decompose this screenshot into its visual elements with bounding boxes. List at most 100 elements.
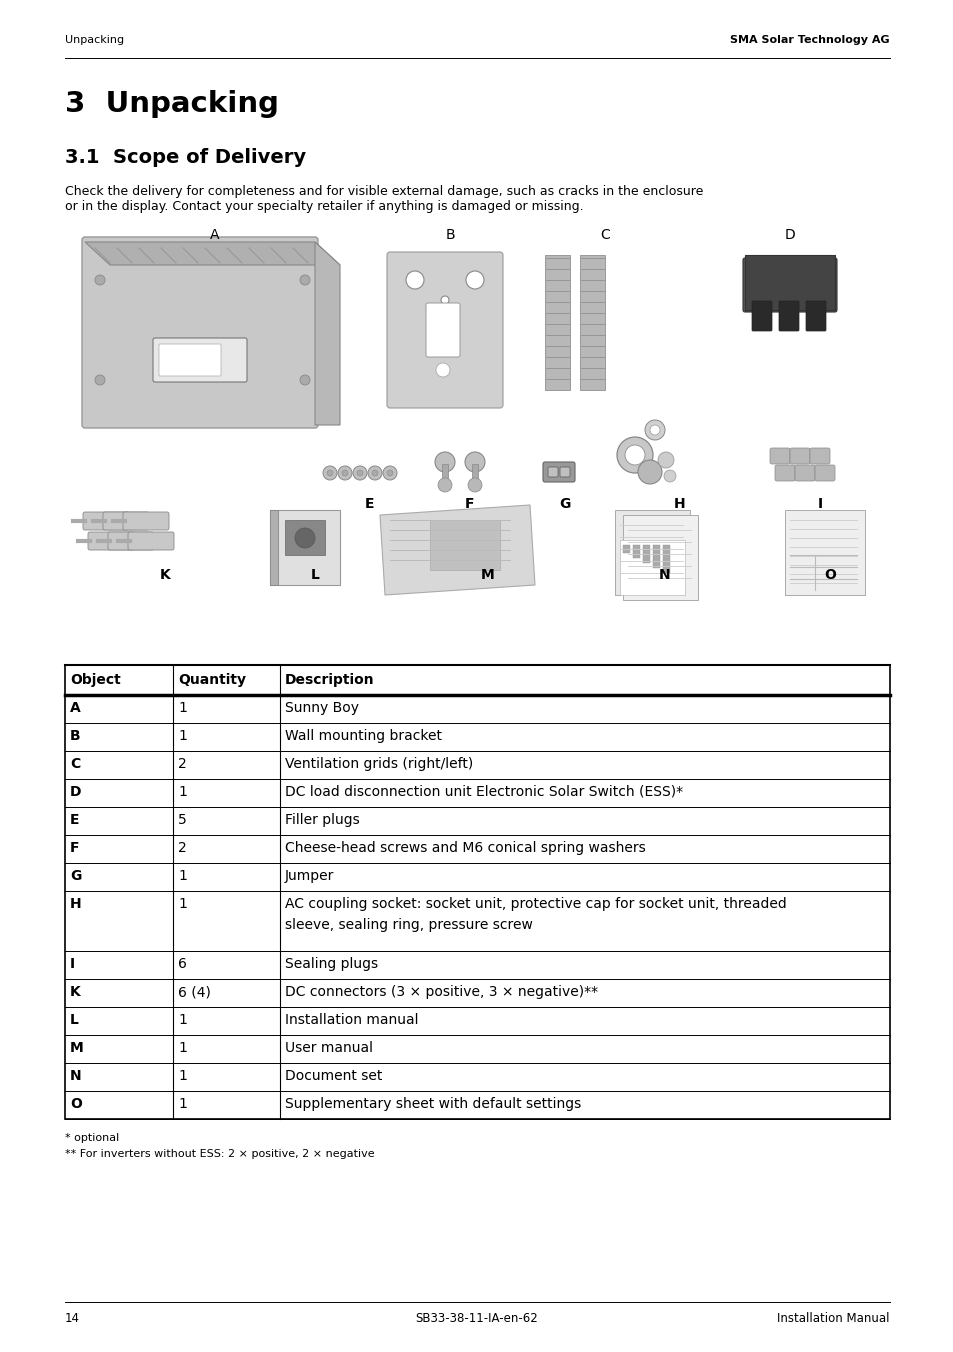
Text: Installation Manual: Installation Manual — [777, 1311, 889, 1325]
Bar — [633, 545, 639, 558]
FancyBboxPatch shape — [789, 448, 809, 464]
FancyBboxPatch shape — [387, 251, 502, 408]
Text: SB33-38-11-IA-en-62: SB33-38-11-IA-en-62 — [416, 1311, 537, 1325]
Text: O: O — [70, 1096, 82, 1111]
Text: 1: 1 — [178, 869, 187, 883]
Circle shape — [436, 362, 450, 377]
Circle shape — [465, 270, 483, 289]
Bar — [662, 545, 669, 573]
Bar — [472, 464, 477, 483]
Bar — [270, 510, 277, 585]
FancyBboxPatch shape — [779, 301, 799, 331]
Circle shape — [649, 425, 659, 435]
FancyBboxPatch shape — [769, 448, 789, 464]
Text: C: C — [70, 757, 80, 771]
Circle shape — [440, 296, 449, 304]
Text: Unpacking: Unpacking — [65, 35, 124, 45]
Text: 1: 1 — [178, 1013, 187, 1028]
Text: * optional: * optional — [65, 1133, 119, 1142]
Text: E: E — [365, 498, 375, 511]
Text: Ventilation grids (right/left): Ventilation grids (right/left) — [285, 757, 473, 771]
Polygon shape — [784, 510, 864, 595]
Text: F: F — [70, 841, 79, 854]
Text: or in the display. Contact your specialty retailer if anything is damaged or mis: or in the display. Contact your specialt… — [65, 200, 583, 214]
Bar — [285, 521, 325, 556]
Text: SMA Solar Technology AG: SMA Solar Technology AG — [730, 35, 889, 45]
Text: ** For inverters without ESS: 2 × positive, 2 × negative: ** For inverters without ESS: 2 × positi… — [65, 1149, 375, 1159]
FancyBboxPatch shape — [123, 512, 169, 530]
Text: Filler plugs: Filler plugs — [285, 813, 359, 827]
Text: 1: 1 — [178, 729, 187, 744]
FancyBboxPatch shape — [128, 531, 173, 550]
Text: L: L — [311, 568, 319, 581]
Circle shape — [406, 270, 423, 289]
Text: 1: 1 — [178, 896, 187, 911]
Text: 5: 5 — [178, 813, 187, 827]
Bar — [642, 545, 649, 562]
Text: 1: 1 — [178, 1041, 187, 1055]
Circle shape — [95, 375, 105, 385]
Text: D: D — [783, 228, 795, 242]
Text: Quantity: Quantity — [178, 673, 246, 687]
Polygon shape — [544, 256, 569, 389]
Text: G: G — [70, 869, 81, 883]
Text: AC coupling socket: socket unit, protective cap for socket unit, threaded
sleeve: AC coupling socket: socket unit, protect… — [285, 896, 786, 932]
Circle shape — [368, 466, 381, 480]
FancyBboxPatch shape — [809, 448, 829, 464]
Text: I: I — [70, 957, 75, 971]
Polygon shape — [270, 510, 339, 585]
Text: K: K — [70, 986, 81, 999]
Text: 1: 1 — [178, 700, 187, 715]
Text: 6: 6 — [178, 957, 187, 971]
Polygon shape — [379, 506, 535, 595]
Text: D: D — [70, 786, 81, 799]
Text: 14: 14 — [65, 1311, 80, 1325]
Circle shape — [327, 470, 333, 476]
FancyBboxPatch shape — [430, 521, 499, 571]
Text: B: B — [445, 228, 455, 242]
Text: Jumper: Jumper — [285, 869, 334, 883]
Text: K: K — [159, 568, 171, 581]
Text: DC load disconnection unit Electronic Solar Switch (ESS)*: DC load disconnection unit Electronic So… — [285, 786, 682, 799]
FancyBboxPatch shape — [83, 512, 129, 530]
Text: 1: 1 — [178, 786, 187, 799]
Text: 2: 2 — [178, 841, 187, 854]
FancyBboxPatch shape — [152, 338, 247, 383]
Circle shape — [372, 470, 377, 476]
Circle shape — [294, 529, 314, 548]
Polygon shape — [579, 256, 604, 389]
Circle shape — [341, 470, 348, 476]
Text: 6 (4): 6 (4) — [178, 986, 211, 999]
Text: H: H — [70, 896, 82, 911]
FancyBboxPatch shape — [542, 462, 575, 483]
Text: A: A — [210, 228, 219, 242]
Polygon shape — [744, 256, 834, 310]
Text: O: O — [823, 568, 835, 581]
Text: 2: 2 — [178, 757, 187, 771]
Bar — [441, 464, 448, 483]
FancyBboxPatch shape — [794, 465, 814, 481]
Circle shape — [464, 452, 484, 472]
Text: 1: 1 — [178, 1069, 187, 1083]
Bar — [65, 665, 889, 1119]
Text: Sealing plugs: Sealing plugs — [285, 957, 377, 971]
Circle shape — [356, 470, 363, 476]
Text: Check the delivery for completeness and for visible external damage, such as cra: Check the delivery for completeness and … — [65, 185, 702, 197]
Text: DC connectors (3 × positive, 3 × negative)**: DC connectors (3 × positive, 3 × negativ… — [285, 986, 598, 999]
FancyBboxPatch shape — [88, 531, 133, 550]
FancyBboxPatch shape — [108, 531, 153, 550]
Circle shape — [663, 470, 676, 483]
FancyBboxPatch shape — [426, 303, 459, 357]
Circle shape — [95, 274, 105, 285]
Circle shape — [323, 466, 336, 480]
FancyBboxPatch shape — [159, 343, 221, 376]
Polygon shape — [615, 510, 689, 595]
Text: N: N — [70, 1069, 82, 1083]
Text: N: N — [659, 568, 670, 581]
Text: M: M — [70, 1041, 84, 1055]
Circle shape — [644, 420, 664, 439]
FancyBboxPatch shape — [559, 466, 569, 477]
Text: 1: 1 — [178, 1096, 187, 1111]
Bar — [65, 665, 889, 695]
Text: Wall mounting bracket: Wall mounting bracket — [285, 729, 441, 744]
